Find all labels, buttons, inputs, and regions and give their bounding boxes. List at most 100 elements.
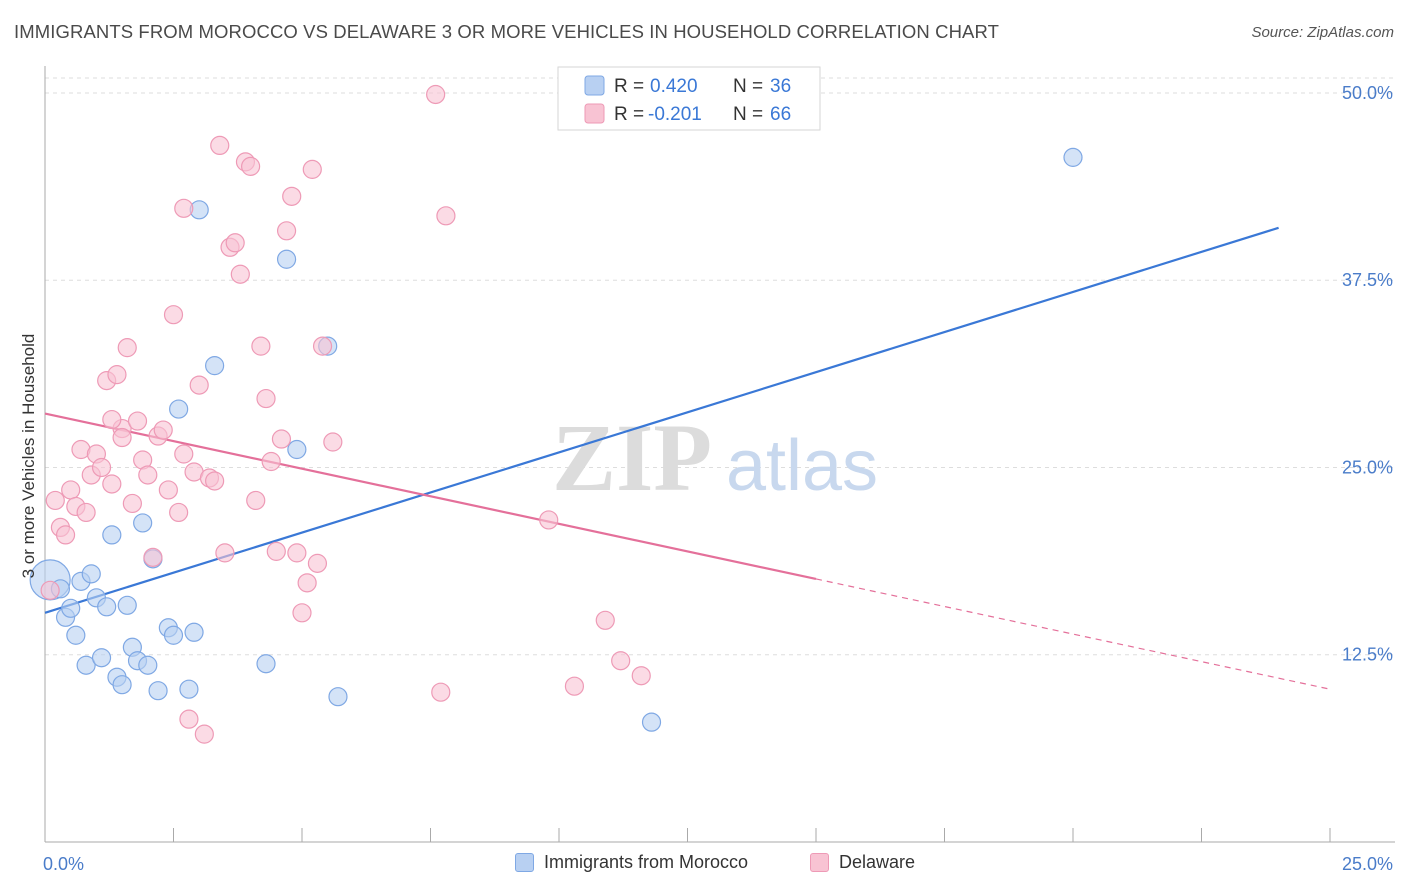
data-point-pink bbox=[297, 573, 317, 593]
legend-r-label-1: R = bbox=[614, 76, 644, 97]
legend-item-delaware: Delaware bbox=[810, 852, 915, 873]
data-point-pink bbox=[174, 444, 194, 464]
legend-r-value-1: 0.420 bbox=[650, 76, 698, 97]
x-tick-label: 0.0% bbox=[43, 854, 84, 874]
data-point-blue bbox=[184, 622, 204, 642]
data-point-blue bbox=[112, 675, 132, 695]
data-point-pink bbox=[153, 420, 173, 440]
trend-lines bbox=[44, 226, 1331, 690]
data-point-pink bbox=[91, 457, 112, 478]
data-point-pink bbox=[163, 305, 184, 325]
source-note: Source: ZipAtlas.com bbox=[1251, 24, 1394, 41]
data-point-pink bbox=[426, 84, 446, 105]
legend-swatch-morocco bbox=[515, 853, 534, 872]
chart-title: IMMIGRANTS FROM MOROCCO VS DELAWARE 3 OR… bbox=[14, 21, 999, 42]
data-point-pink bbox=[246, 490, 266, 511]
legend-n-label-2: N = bbox=[733, 104, 763, 125]
data-point-pink bbox=[256, 388, 276, 409]
data-point-pink bbox=[174, 198, 194, 218]
data-point-pink bbox=[194, 724, 214, 744]
data-point-pink bbox=[158, 480, 178, 500]
data-point-pink bbox=[271, 429, 292, 449]
data-point-pink bbox=[215, 543, 235, 563]
data-point-pink bbox=[564, 676, 585, 696]
legend-n-value-2: 66 bbox=[770, 104, 791, 125]
data-point-pink bbox=[112, 427, 132, 448]
data-point-pink bbox=[102, 474, 122, 494]
legend-label-delaware: Delaware bbox=[839, 852, 916, 872]
data-point-pink bbox=[189, 375, 209, 395]
data-point-blue bbox=[276, 249, 297, 269]
data-point-pink bbox=[205, 471, 225, 491]
data-point-pink bbox=[55, 525, 76, 545]
data-point-pink bbox=[45, 490, 65, 511]
correlation-legend: R = 0.420 N = 36 R = -0.201 N = 66 bbox=[557, 66, 821, 131]
data-point-pink bbox=[117, 338, 137, 358]
data-point-blue bbox=[76, 655, 96, 675]
y-axis-label: 3 or more Vehicles in Household bbox=[19, 334, 38, 579]
data-point-pink bbox=[225, 233, 245, 253]
series-legend: Immigrants from Morocco Delaware bbox=[0, 852, 1406, 876]
trend-line-extension-pink bbox=[815, 578, 1331, 690]
data-point-blue bbox=[117, 595, 137, 615]
legend-r-value-2: -0.201 bbox=[648, 104, 702, 125]
data-point-pink bbox=[107, 365, 127, 385]
data-point-pink bbox=[179, 709, 199, 729]
data-point-blue bbox=[287, 439, 307, 460]
data-point-pink bbox=[122, 493, 142, 514]
data-point-blue bbox=[148, 681, 168, 701]
data-point-pink bbox=[595, 610, 615, 630]
data-point-pink bbox=[282, 186, 302, 206]
legend-swatch-delaware bbox=[810, 853, 829, 872]
data-point-blue bbox=[179, 679, 199, 699]
data-point-pink bbox=[261, 451, 281, 472]
legend-item-morocco: Immigrants from Morocco bbox=[515, 852, 748, 873]
data-point-pink bbox=[40, 580, 60, 600]
watermark-zip: ZIP bbox=[552, 404, 712, 511]
y-tick-label: 25.0% bbox=[1342, 457, 1393, 477]
data-point-pink bbox=[287, 543, 307, 563]
data-point-pink bbox=[61, 480, 81, 500]
data-point-blue bbox=[163, 625, 184, 645]
data-point-pink bbox=[436, 206, 456, 226]
data-point-blue bbox=[205, 356, 225, 376]
data-point-pink bbox=[307, 553, 328, 573]
data-point-blue bbox=[102, 525, 122, 545]
axes bbox=[44, 66, 1395, 843]
watermark: ZIP atlas bbox=[552, 404, 878, 511]
legend-swatch-blue bbox=[584, 75, 605, 96]
data-point-blue bbox=[641, 712, 662, 732]
y-tick-label: 37.5% bbox=[1342, 270, 1393, 290]
data-point-blue bbox=[66, 625, 86, 645]
tick-labels: 12.5% 25.0% 37.5% 50.0% 0.0% 25.0% bbox=[43, 83, 1393, 874]
y-tick-label: 12.5% bbox=[1342, 645, 1393, 665]
data-point-pink bbox=[266, 541, 286, 561]
x-tick-label: 25.0% bbox=[1342, 854, 1393, 874]
data-point-pink bbox=[241, 156, 261, 176]
data-point-blue bbox=[61, 598, 81, 618]
trend-line-pink bbox=[44, 412, 817, 581]
data-points bbox=[29, 84, 1083, 744]
trend-line-blue bbox=[44, 226, 1279, 614]
data-point-blue bbox=[169, 399, 189, 419]
legend-swatch-pink bbox=[584, 103, 605, 124]
data-point-pink bbox=[127, 411, 148, 431]
data-point-pink bbox=[431, 682, 451, 702]
data-point-pink bbox=[143, 547, 163, 567]
data-point-pink bbox=[251, 336, 271, 356]
data-point-pink bbox=[76, 502, 96, 523]
data-point-pink bbox=[312, 336, 333, 356]
data-point-pink bbox=[292, 603, 312, 623]
data-point-blue bbox=[81, 564, 101, 584]
legend-n-value-1: 36 bbox=[770, 76, 791, 97]
data-point-pink bbox=[138, 465, 158, 485]
data-point-pink bbox=[611, 651, 631, 671]
data-point-pink bbox=[323, 432, 343, 452]
data-point-blue bbox=[97, 597, 117, 617]
legend-label-morocco: Immigrants from Morocco bbox=[544, 852, 749, 872]
data-point-blue bbox=[133, 513, 153, 533]
data-point-blue bbox=[1063, 147, 1083, 167]
data-point-blue bbox=[328, 687, 348, 707]
data-point-blue bbox=[138, 655, 158, 675]
data-point-pink bbox=[210, 135, 230, 156]
